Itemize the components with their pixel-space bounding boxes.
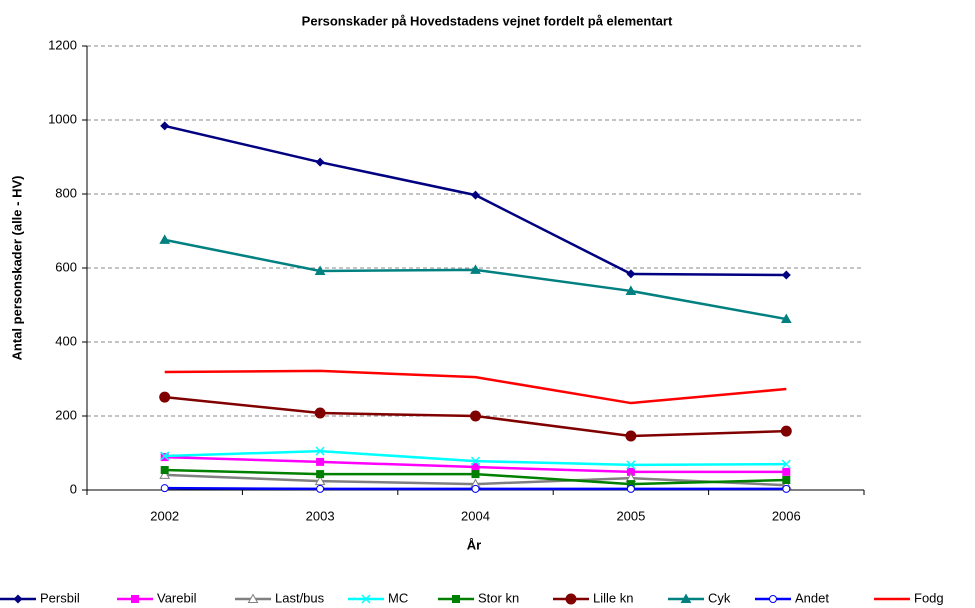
marker — [160, 451, 170, 461]
marker — [314, 475, 326, 486]
marker — [626, 269, 636, 279]
y-tick-label: 200 — [55, 407, 77, 422]
x-axis-label: År — [467, 537, 481, 552]
x-tick-label: 2004 — [461, 508, 490, 523]
marker — [314, 265, 326, 275]
marker — [315, 157, 325, 167]
x-tick-label: 2006 — [772, 508, 801, 523]
legend-label: Stor kn — [478, 590, 519, 605]
marker — [315, 446, 325, 456]
marker — [781, 459, 791, 469]
marker — [626, 480, 635, 489]
marker — [316, 457, 325, 466]
marker — [780, 425, 792, 437]
marker — [159, 234, 171, 244]
marker — [680, 593, 692, 603]
marker — [781, 270, 791, 280]
marker — [780, 313, 792, 324]
legend-label: Cyk — [708, 590, 731, 605]
x-tick-label: 2002 — [150, 508, 179, 523]
marker — [314, 407, 326, 419]
y-tick-label: 1200 — [48, 37, 77, 52]
marker — [131, 595, 139, 603]
legend-label: Lille kn — [593, 590, 633, 605]
marker — [626, 484, 635, 493]
y-tick-label: 400 — [55, 333, 77, 348]
marker — [626, 460, 636, 470]
marker — [13, 594, 23, 604]
legend-label: MC — [388, 590, 408, 605]
series-line — [164, 124, 787, 277]
marker — [470, 456, 481, 466]
marker — [160, 466, 169, 475]
y-tick-label: 1000 — [48, 111, 77, 126]
legend-label: Varebil — [157, 590, 197, 605]
y-tick-label: 800 — [55, 185, 77, 200]
legend-label: Persbil — [40, 590, 80, 605]
x-tick-label: 2003 — [306, 508, 335, 523]
marker — [565, 593, 577, 605]
marker — [452, 595, 460, 603]
marker — [361, 594, 371, 604]
series-line — [164, 449, 787, 467]
marker — [471, 463, 480, 472]
marker — [782, 476, 791, 485]
marker — [626, 467, 635, 476]
marker — [782, 484, 791, 493]
y-axis-label: Antal personskader (alle - HV) — [9, 176, 24, 361]
marker — [625, 285, 637, 295]
marker — [625, 430, 637, 442]
marker — [160, 453, 169, 462]
x-tick-label: 2005 — [616, 508, 645, 523]
marker — [471, 484, 480, 493]
series-line — [164, 369, 787, 405]
marker — [471, 470, 480, 479]
chart-title: Personskader på Hovedstadens vejnet ford… — [302, 13, 673, 28]
marker — [160, 121, 170, 131]
series-line — [164, 238, 787, 321]
legend-label: Last/bus — [275, 590, 325, 605]
legend-label: Andet — [795, 590, 829, 605]
marker — [782, 467, 791, 476]
marker — [247, 593, 259, 603]
y-tick-label: 0 — [70, 481, 77, 496]
marker — [316, 470, 325, 479]
marker — [160, 484, 169, 493]
marker — [470, 264, 481, 274]
marker — [769, 595, 777, 603]
marker — [159, 391, 171, 403]
y-tick-label: 600 — [55, 259, 77, 274]
legend-label: Fodg — [914, 590, 944, 605]
marker — [470, 410, 481, 422]
marker — [471, 190, 480, 200]
marker — [159, 469, 171, 479]
marker — [316, 484, 325, 493]
